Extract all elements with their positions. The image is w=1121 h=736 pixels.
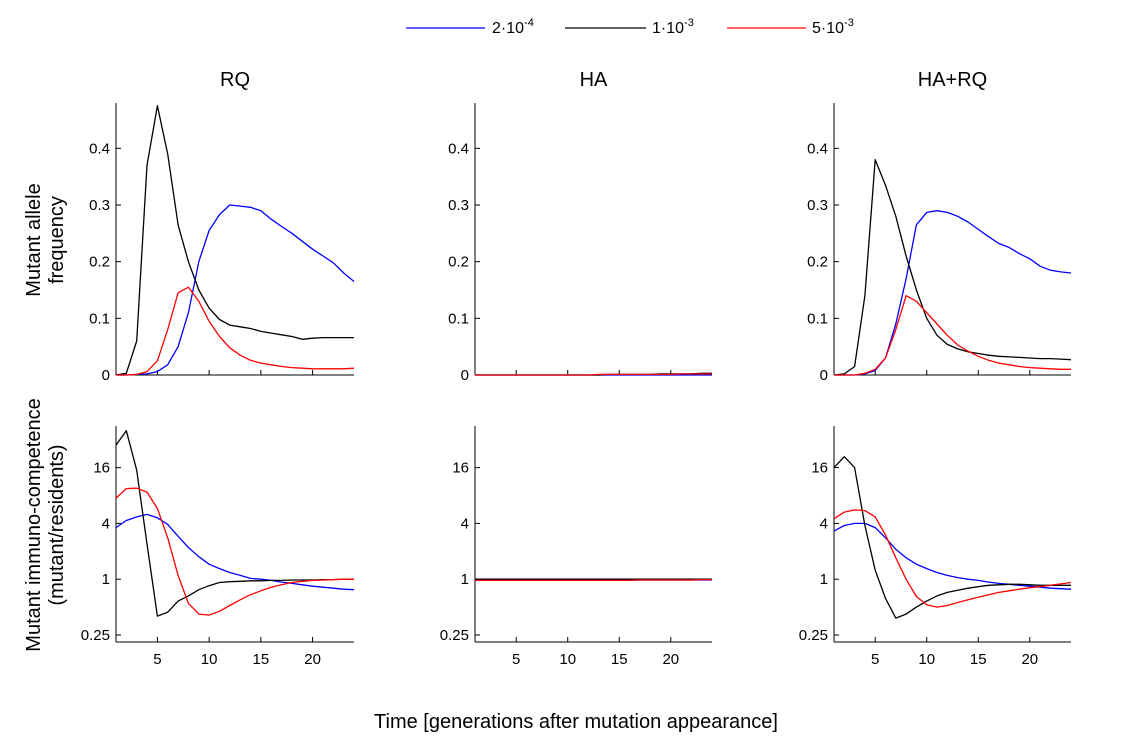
x-tick-label: 5 <box>153 651 161 668</box>
legend-label-0-exponent: -4 <box>524 17 534 29</box>
y-tick-label: 4 <box>820 515 828 532</box>
panel-1: 0 0.1 0.2 0.3 0.4 HA <box>448 69 712 384</box>
panel-3: 0.25 1 4 16 5 10 15 20 <box>81 426 355 668</box>
y-tick-label: 0.2 <box>807 254 828 271</box>
y-tick-label: 1 <box>820 571 828 588</box>
y-tick-label: 0.4 <box>89 140 110 157</box>
x-tick-label: 10 <box>201 651 218 668</box>
x-tick-label: 15 <box>253 651 270 668</box>
x-tick-label: 15 <box>611 651 628 668</box>
panel-2: 0 0.1 0.2 0.3 0.4 HA+RQ <box>807 69 1072 384</box>
y-tick-label: 0.25 <box>81 627 110 644</box>
x-tick-label: 10 <box>918 651 935 668</box>
legend-label-0: 2·10-4 <box>492 17 534 37</box>
x-tick-label: 5 <box>871 651 879 668</box>
top-row-ylabel-line1: Mutant allele <box>23 183 45 296</box>
y-tick-label: 0.3 <box>89 197 110 214</box>
bottom-row-ylabel-line1: Mutant immuno-competence <box>23 398 45 651</box>
y-tick-label: 1 <box>102 571 110 588</box>
y-tick-label: 0.3 <box>448 197 469 214</box>
legend-label-2: 5·10-3 <box>812 17 854 37</box>
series-line-0 <box>116 204 355 376</box>
legend-label-0-base: 2·10 <box>492 20 524 37</box>
legend-label-1-base: 1·10 <box>652 20 684 37</box>
x-tick-label: 20 <box>1021 651 1038 668</box>
y-tick-label: 16 <box>811 460 828 477</box>
series-line-2 <box>475 578 712 582</box>
y-tick-label: 0 <box>102 367 110 384</box>
series-line-0 <box>115 513 355 591</box>
y-tick-label: 0.3 <box>807 197 828 214</box>
panel-title: HA <box>580 69 608 91</box>
series-line-1 <box>833 159 1072 376</box>
panel-4: 0.25 1 4 16 5 10 15 20 <box>440 426 712 668</box>
series-line-1 <box>833 456 1071 619</box>
series-line-2 <box>834 295 1071 376</box>
y-tick-label: 4 <box>461 515 469 532</box>
y-tick-label: 1 <box>461 571 469 588</box>
y-tick-label: 4 <box>102 515 110 532</box>
y-tick-label: 0.1 <box>807 310 828 327</box>
panels: 0 0.1 0.2 0.3 0.4 RQ 0 0.1 0.2 0.3 0.4 HA 0 0.1 0.2 0.3… <box>81 69 1072 668</box>
panel-title: HA+RQ <box>918 69 987 91</box>
y-tick-label: 0.25 <box>440 627 469 644</box>
legend-label-1: 1·10-3 <box>652 17 694 37</box>
series-line-1 <box>115 430 354 617</box>
y-tick-label: 0.25 <box>799 627 828 644</box>
series-line-2 <box>833 509 1072 608</box>
y-tick-label: 0.1 <box>89 310 110 327</box>
series-line-0 <box>833 522 1072 590</box>
y-tick-label: 0.2 <box>448 254 469 271</box>
series-line-2 <box>475 373 712 376</box>
top-row-ylabel-line2: frequency <box>46 196 68 284</box>
y-tick-label: 0 <box>461 367 469 384</box>
panel-5: 0.25 1 4 16 5 10 15 20 <box>799 426 1072 668</box>
x-tick-label: 10 <box>559 651 576 668</box>
y-tick-label: 16 <box>452 460 469 477</box>
y-tick-label: 0 <box>820 367 828 384</box>
legend: 2·10-4 1·10-3 5·10-3 <box>406 17 854 37</box>
y-tick-label: 0.2 <box>89 254 110 271</box>
series-line-2 <box>115 487 354 616</box>
series-line-1 <box>115 105 354 376</box>
x-tick-label: 20 <box>304 651 321 668</box>
legend-label-1-exponent: -3 <box>684 17 694 29</box>
legend-label-2-exponent: -3 <box>844 17 854 29</box>
series-line-0 <box>834 210 1072 376</box>
x-axis-label: Time [generations after mutation appeara… <box>374 711 778 733</box>
legend-label-2-base: 5·10 <box>812 20 844 37</box>
series-line-2 <box>116 286 355 376</box>
y-tick-label: 0.4 <box>807 140 828 157</box>
x-tick-label: 20 <box>662 651 679 668</box>
x-tick-label: 5 <box>512 651 520 668</box>
bottom-row-ylabel-line2: (mutant/residents) <box>46 444 68 605</box>
y-tick-label: 0.1 <box>448 310 469 327</box>
y-tick-label: 0.4 <box>448 140 469 157</box>
panel-0: 0 0.1 0.2 0.3 0.4 RQ <box>89 69 355 384</box>
panel-title: RQ <box>220 69 250 91</box>
y-tick-label: 16 <box>93 460 110 477</box>
x-tick-label: 15 <box>970 651 987 668</box>
